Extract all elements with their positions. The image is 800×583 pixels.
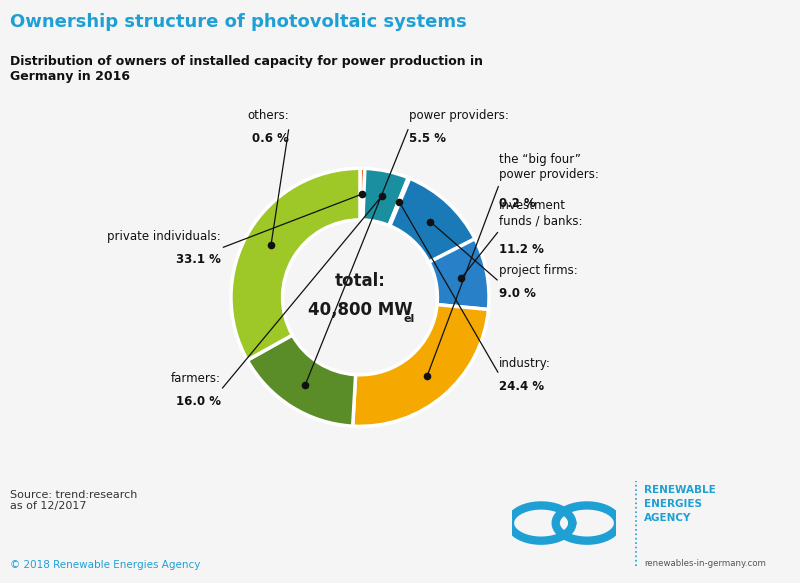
Wedge shape (247, 335, 356, 426)
Text: industry:: industry: (499, 357, 551, 370)
Text: power providers:: power providers: (409, 109, 509, 122)
Text: Distribution of owners of installed capacity for power production in
Germany in : Distribution of owners of installed capa… (10, 55, 483, 83)
Text: investment: investment (499, 199, 566, 212)
Text: farmers:: farmers: (170, 372, 221, 385)
Wedge shape (353, 304, 489, 426)
Text: the “big four”: the “big four” (499, 153, 582, 166)
Text: others:: others: (247, 109, 289, 122)
Wedge shape (390, 178, 475, 262)
Text: © 2018 Renewable Energies Agency: © 2018 Renewable Energies Agency (10, 560, 201, 570)
Text: 9.0 %: 9.0 % (499, 287, 536, 300)
Text: 24.4 %: 24.4 % (499, 380, 545, 393)
Text: RENEWABLE
ENERGIES
AGENCY: RENEWABLE ENERGIES AGENCY (644, 485, 716, 523)
Text: private individuals:: private individuals: (107, 230, 221, 243)
Text: 0.6 %: 0.6 % (252, 132, 289, 145)
Text: total:: total: (334, 272, 386, 290)
Text: 5.5 %: 5.5 % (409, 132, 446, 145)
Text: 16.0 %: 16.0 % (176, 395, 221, 409)
Wedge shape (360, 168, 365, 220)
Text: Ownership structure of photovoltaic systems: Ownership structure of photovoltaic syst… (10, 13, 467, 31)
Wedge shape (429, 239, 489, 310)
Text: project firms:: project firms: (499, 264, 578, 277)
Text: 0.2 %: 0.2 % (499, 196, 536, 210)
Wedge shape (363, 168, 408, 226)
Text: el: el (403, 314, 414, 324)
Text: 40,800 MW: 40,800 MW (308, 301, 412, 319)
Wedge shape (389, 178, 410, 226)
Text: power providers:: power providers: (499, 168, 599, 181)
Text: Source: trend:research
as of 12/2017: Source: trend:research as of 12/2017 (10, 490, 138, 511)
Text: 11.2 %: 11.2 % (499, 243, 544, 256)
Wedge shape (231, 168, 360, 360)
Text: funds / banks:: funds / banks: (499, 215, 583, 227)
Text: 33.1 %: 33.1 % (176, 254, 221, 266)
Text: renewables-in-germany.com: renewables-in-germany.com (644, 559, 766, 567)
